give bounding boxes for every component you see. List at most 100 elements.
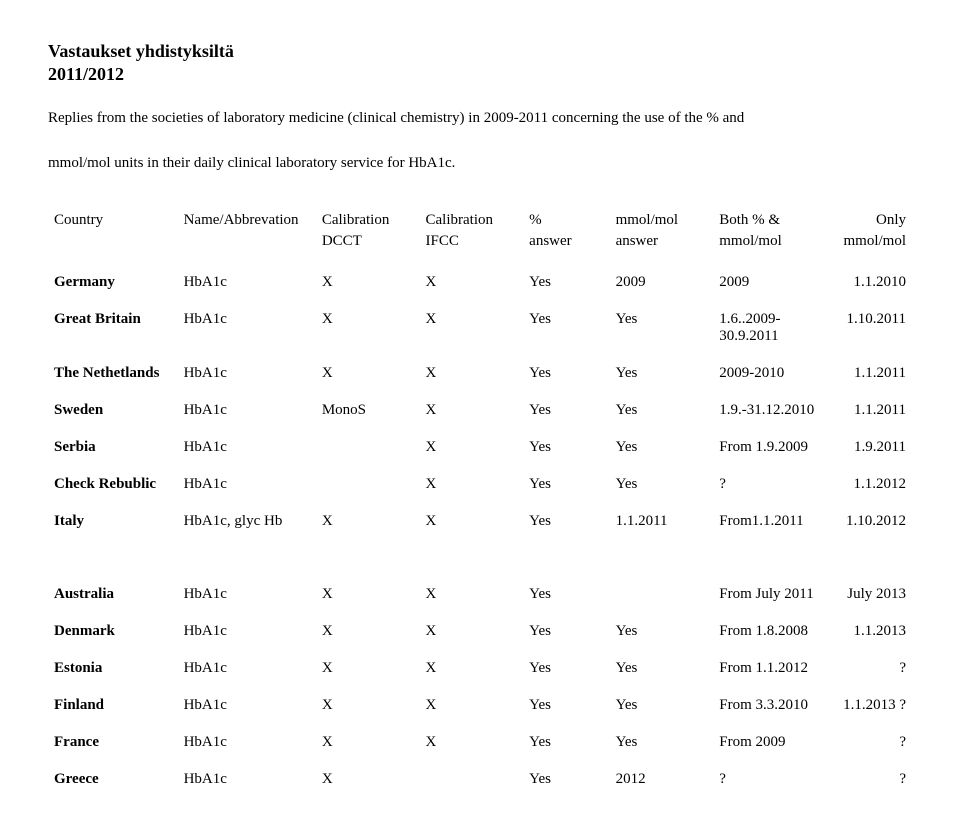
cell-mm [610,576,714,613]
cell-country: Germany [48,264,178,301]
cell-mm: Yes [610,466,714,503]
header2-country [48,233,178,264]
header-cal1: Calibration [316,202,420,233]
cell-country: Great Britain [48,301,178,355]
cell-only: 1.1.2013 [826,613,912,650]
table-row: Great BritainHbA1cXXYesYes1.6..2009-30.9… [48,301,912,355]
cell-cal2: X [420,301,524,355]
intro-line-1: Replies from the societies of laboratory… [48,110,744,126]
cell-mm: Yes [610,301,714,355]
cell-only: ? [826,724,912,761]
cell-only: 1.1.2012 [826,466,912,503]
cell-both: 1.9.-31.12.2010 [713,392,825,429]
table-header-row-2: DCCT IFCC answer answer mmol/mol mmol/mo… [48,233,912,264]
cell-both: 2009 [713,264,825,301]
cell-both: 1.6..2009-30.9.2011 [713,301,825,355]
cell-cal2 [420,761,524,798]
cell-mm: Yes [610,650,714,687]
cell-only: 1.9.2011 [826,429,912,466]
cell-name: HbA1c [178,355,316,392]
cell-name: HbA1c [178,301,316,355]
table-row: GermanyHbA1cXXYes200920091.1.2010 [48,264,912,301]
cell-country: Estonia [48,650,178,687]
cell-country: The Nethetlands [48,355,178,392]
title-line-2: 2011/2012 [48,64,124,84]
cell-cal1 [316,429,420,466]
cell-cal2: X [420,264,524,301]
cell-name: HbA1c [178,576,316,613]
cell-cal2: X [420,503,524,540]
cell-country: Denmark [48,613,178,650]
cell-only: 1.1.2011 [826,355,912,392]
cell-pct: Yes [523,301,609,355]
header2-only: mmol/mol [826,233,912,264]
cell-country: France [48,724,178,761]
header2-both: mmol/mol [713,233,825,264]
cell-both: ? [713,761,825,798]
header2-cal1: DCCT [316,233,420,264]
table-row: Check RebublicHbA1cXYesYes?1.1.2012 [48,466,912,503]
cell-pct: Yes [523,761,609,798]
cell-cal1: X [316,650,420,687]
cell-pct: Yes [523,392,609,429]
page-title: Vastaukset yhdistyksiltä 2011/2012 [48,40,912,87]
cell-pct: Yes [523,650,609,687]
cell-country: Italy [48,503,178,540]
cell-cal2: X [420,724,524,761]
cell-cal1 [316,466,420,503]
cell-cal1: X [316,761,420,798]
cell-pct: Yes [523,724,609,761]
cell-both: From 1.8.2008 [713,613,825,650]
header2-name [178,233,316,264]
cell-cal1: X [316,264,420,301]
header2-mm: answer [610,233,714,264]
table-row: DenmarkHbA1cXXYesYesFrom 1.8.20081.1.201… [48,613,912,650]
cell-both: From 1.1.2012 [713,650,825,687]
cell-cal2: X [420,576,524,613]
cell-both: ? [713,466,825,503]
cell-only: 1.1.2013 ? [826,687,912,724]
header-pct: % [523,202,609,233]
cell-only: July 2013 [826,576,912,613]
cell-name: HbA1c [178,392,316,429]
table-row: ItalyHbA1c, glyc HbXXYes1.1.2011From1.1.… [48,503,912,540]
cell-country: Sweden [48,392,178,429]
cell-mm: Yes [610,687,714,724]
cell-cal1: X [316,687,420,724]
header-only: Only [826,202,912,233]
header2-pct: answer [523,233,609,264]
header-mm: mmol/mol [610,202,714,233]
cell-country: Finland [48,687,178,724]
cell-mm: Yes [610,429,714,466]
cell-only: 1.1.2011 [826,392,912,429]
cell-pct: Yes [523,613,609,650]
cell-country: Check Rebublic [48,466,178,503]
cell-name: HbA1c [178,264,316,301]
cell-pct: Yes [523,429,609,466]
header-cal2: Calibration [420,202,524,233]
cell-country: Greece [48,761,178,798]
cell-both: From July 2011 [713,576,825,613]
cell-only: ? [826,650,912,687]
cell-name: HbA1c, glyc Hb [178,503,316,540]
header2-cal2: IFCC [420,233,524,264]
cell-pct: Yes [523,576,609,613]
cell-country: Serbia [48,429,178,466]
intro-paragraph: Replies from the societies of laboratory… [48,107,912,175]
cell-cal1: X [316,355,420,392]
cell-pct: Yes [523,264,609,301]
cell-only: 1.10.2012 [826,503,912,540]
cell-name: HbA1c [178,613,316,650]
cell-both: From1.1.2011 [713,503,825,540]
cell-cal1: X [316,576,420,613]
table-row: AustraliaHbA1cXXYesFrom July 2011July 20… [48,576,912,613]
cell-name: HbA1c [178,687,316,724]
cell-name: HbA1c [178,429,316,466]
cell-name: HbA1c [178,650,316,687]
group-spacer [48,540,912,576]
intro-line-2: mmol/mol units in their daily clinical l… [48,155,455,171]
cell-country: Australia [48,576,178,613]
cell-mm: Yes [610,724,714,761]
cell-both: From 3.3.2010 [713,687,825,724]
cell-mm: 1.1.2011 [610,503,714,540]
